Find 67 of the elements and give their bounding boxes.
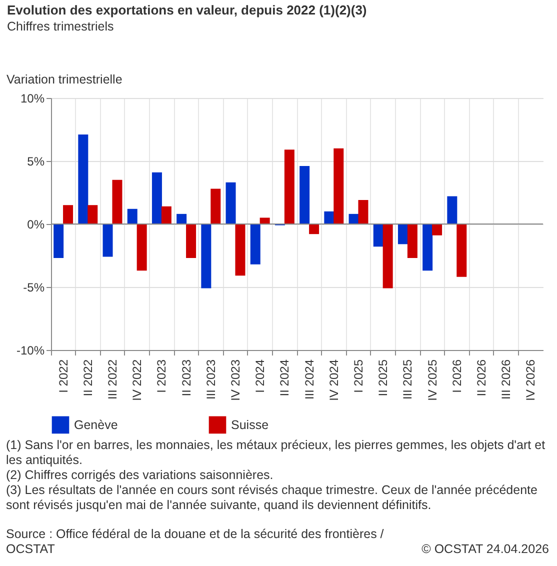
x-tick-label: I 2022 <box>56 359 70 393</box>
bar <box>300 166 310 224</box>
text: (2) Chiffres corrigés des variations saisonnières. <box>6 468 274 483</box>
bar <box>152 172 162 224</box>
y-tick-label: 5% <box>27 154 45 168</box>
bar <box>250 224 260 264</box>
x-tick-label: II 2026 <box>474 359 488 396</box>
bar <box>235 224 246 276</box>
bar <box>358 200 368 224</box>
legend-label: Suisse <box>231 418 269 432</box>
bar <box>88 205 98 224</box>
x-tick-label: I 2024 <box>253 359 268 393</box>
x-tick-label: III 2022 <box>106 359 120 400</box>
bar <box>260 218 270 224</box>
bar <box>161 206 172 224</box>
bar <box>382 224 393 288</box>
bar <box>201 224 212 288</box>
bar <box>127 208 138 224</box>
x-tick-label: II 2023 <box>179 359 194 396</box>
x-tick-label: IV 2026 <box>524 359 538 401</box>
bar <box>407 224 418 258</box>
source-note: Source : Office fédéral de la douane et de la sécurité des frontières / OCSTAT <box>6 527 385 557</box>
x-tick-label: II 2024 <box>278 359 292 396</box>
bar <box>63 205 74 224</box>
x-tick-label: IV 2024 <box>326 359 341 401</box>
bar <box>447 196 458 224</box>
bar <box>309 224 320 234</box>
x-tick-label: III 2025 <box>400 359 415 400</box>
x-tick-label: I 2023 <box>154 359 169 393</box>
x-tick-label: IV 2023 <box>228 359 242 401</box>
bar <box>54 224 64 258</box>
x-tick-label: II 2025 <box>376 359 390 396</box>
bar <box>456 224 467 277</box>
bar <box>324 211 334 224</box>
bar <box>373 224 384 247</box>
y-axis-title: Variation trimestrielle <box>6 72 122 86</box>
bar <box>136 224 147 271</box>
x-tick-label: I 2026 <box>450 359 464 393</box>
y-tick-label: 10% <box>20 92 45 106</box>
bar <box>176 214 187 224</box>
chart-title: Evolution des exportations en valeur, depuis 2022 (1)(2)(3) <box>7 2 367 18</box>
bar <box>334 148 344 224</box>
y-tick-label: 0% <box>27 218 45 232</box>
x-tick-label: I 2025 <box>352 359 366 393</box>
legend-label: Genève <box>74 418 118 432</box>
text: © OCSTAT 24.04.2026 <box>422 542 549 557</box>
bar <box>398 224 408 244</box>
y-tick-label: -10% <box>16 344 45 358</box>
bar <box>112 180 122 224</box>
bar <box>210 188 221 224</box>
x-tick-label: III 2023 <box>204 359 218 400</box>
x-tick-label: IV 2022 <box>130 359 144 401</box>
bar <box>226 182 236 224</box>
bar <box>422 224 433 271</box>
bar <box>284 150 294 224</box>
bar <box>102 224 113 257</box>
text: (1) Sans l'or en barres, les monnaies, les métaux précieux, les pierres gemmes, les objets d'art et les antiquités. <box>6 438 546 468</box>
text: (3) Les résultats de l'année en cours sont révisés chaque trimestre. Ceux de l'année précédente sont révisés jusqu'en mai de l'année suivante, quand ils deviennent définitifs. <box>6 483 538 513</box>
y-tick-label: -5% <box>23 280 45 294</box>
bar <box>186 224 196 258</box>
x-tick-label: III 2026 <box>499 359 514 400</box>
chart-subtitle: Chiffres trimestriels <box>7 20 114 34</box>
bar <box>432 224 442 236</box>
x-tick-label: IV 2025 <box>425 359 440 401</box>
x-tick-label: III 2024 <box>302 359 316 400</box>
x-tick-label: II 2022 <box>80 359 95 396</box>
bar <box>78 134 88 224</box>
